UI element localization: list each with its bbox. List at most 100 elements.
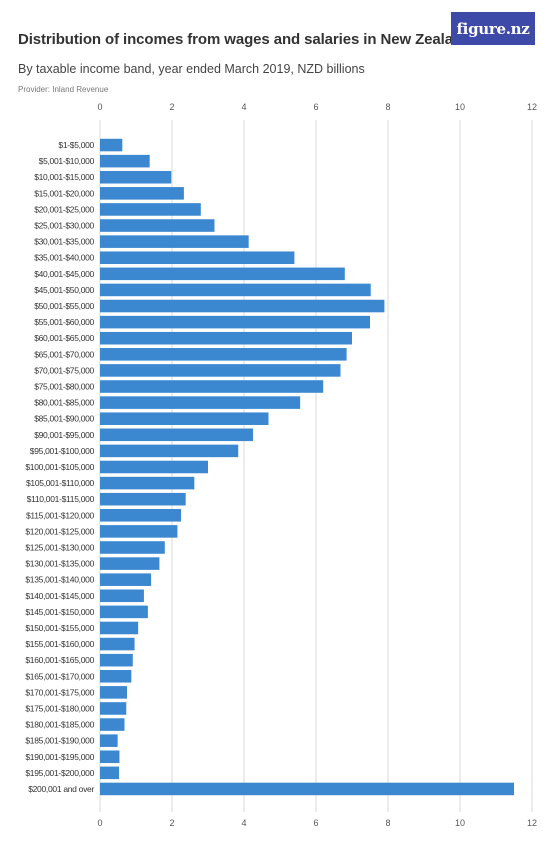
category-label: $105,001-$110,000 <box>26 478 95 488</box>
category-label: $170,001-$175,000 <box>25 687 94 697</box>
x-tick-label-bottom: 4 <box>241 818 246 828</box>
chart-subtitle: By taxable income band, year ended March… <box>18 62 365 76</box>
bar <box>100 348 347 361</box>
bar <box>100 509 181 522</box>
bar <box>100 428 253 442</box>
x-tick-label-bottom: 6 <box>313 818 318 828</box>
x-axis-bottom: 0 2 4 6 8 10 12 <box>97 818 537 828</box>
category-label: $50,001-$55,000 <box>34 301 94 311</box>
category-label: $60,001-$65,000 <box>34 333 94 343</box>
bar <box>100 331 352 345</box>
x-tick-label-top: 4 <box>241 102 246 112</box>
category-label: $155,001-$160,000 <box>25 639 94 649</box>
category-label: $5,001-$10,000 <box>39 156 95 166</box>
x-tick-label-bottom: 12 <box>527 818 537 828</box>
x-tick-label-top: 6 <box>313 102 318 112</box>
category-label: $35,001-$40,000 <box>34 253 94 263</box>
bar <box>100 669 132 683</box>
bar <box>100 702 127 715</box>
category-label: $1-$5,000 <box>58 140 94 150</box>
category-label: $55,001-$60,000 <box>34 317 94 327</box>
bar <box>100 444 239 458</box>
x-tick-label-bottom: 0 <box>97 818 102 828</box>
category-label: $80,001-$85,000 <box>34 398 94 408</box>
x-tick-label-top: 12 <box>527 102 537 112</box>
bar <box>100 315 370 329</box>
bar <box>100 283 371 297</box>
bar <box>100 187 184 200</box>
category-label: $25,001-$30,000 <box>34 221 94 231</box>
category-label: $85,001-$90,000 <box>34 414 94 424</box>
bar <box>100 154 150 168</box>
bar <box>100 396 301 409</box>
bar <box>100 138 123 152</box>
category-label: $190,001-$195,000 <box>25 752 94 762</box>
category-label: $195,001-$200,000 <box>25 768 94 778</box>
category-label: $135,001-$140,000 <box>25 575 94 585</box>
category-label: $145,001-$150,000 <box>25 607 94 617</box>
x-tick-label-top: 0 <box>97 102 102 112</box>
category-label: $10,001-$15,000 <box>34 172 94 182</box>
bar <box>100 364 341 377</box>
bar <box>100 476 195 490</box>
bar <box>100 460 208 474</box>
bar <box>100 686 127 699</box>
category-label: $200,001 and over <box>28 784 94 794</box>
category-label: $115,001-$120,000 <box>26 510 95 520</box>
bar <box>100 766 120 780</box>
bar <box>100 219 215 232</box>
category-label: $30,001-$35,000 <box>34 237 94 247</box>
category-label: $185,001-$190,000 <box>25 736 94 746</box>
bar <box>100 235 249 248</box>
category-label: $150,001-$155,000 <box>25 623 94 633</box>
x-tick-label-top: 10 <box>455 102 465 112</box>
bar <box>100 267 345 281</box>
category-label: $100,001-$105,000 <box>25 462 94 472</box>
bar <box>100 541 165 554</box>
x-tick-label-bottom: 8 <box>385 818 390 828</box>
category-label: $70,001-$75,000 <box>34 365 94 375</box>
category-label: $15,001-$20,000 <box>34 188 94 198</box>
bar <box>100 734 118 747</box>
category-label: $140,001-$145,000 <box>25 591 94 601</box>
bar <box>100 718 125 731</box>
category-label: $120,001-$125,000 <box>25 526 94 536</box>
bar <box>100 573 152 586</box>
bar <box>100 412 269 425</box>
category-label: $65,001-$70,000 <box>34 349 94 359</box>
bar <box>100 605 148 619</box>
category-label: $165,001-$170,000 <box>25 671 94 681</box>
category-label: $180,001-$185,000 <box>25 720 94 730</box>
bar <box>100 637 135 651</box>
category-label: $110,001-$115,000 <box>27 494 95 504</box>
x-tick-label-bottom: 2 <box>169 818 174 828</box>
x-tick-label-bottom: 10 <box>455 818 465 828</box>
provider-note: Provider: Inland Revenue <box>18 85 109 94</box>
bar <box>100 782 514 796</box>
bar <box>100 653 133 667</box>
category-label: $160,001-$165,000 <box>25 655 94 665</box>
bar <box>100 380 324 393</box>
category-label: $125,001-$130,000 <box>25 542 94 552</box>
bar <box>100 170 172 184</box>
category-label: $175,001-$180,000 <box>25 703 94 713</box>
bar <box>100 589 144 603</box>
category-label: $45,001-$50,000 <box>34 285 94 295</box>
bar <box>100 299 385 313</box>
x-axis-top: 0 2 4 6 8 10 12 <box>97 102 537 112</box>
bar <box>100 251 295 265</box>
bar <box>100 492 186 506</box>
category-label: $75,001-$80,000 <box>34 382 94 392</box>
figure-nz-logo[interactable]: figure.nz <box>451 12 535 45</box>
bars <box>100 138 514 796</box>
x-tick-label-top: 2 <box>169 102 174 112</box>
category-labels: $1-$5,000 $5,001-$10,000 $10,001-$15,000 $1… <box>25 140 95 794</box>
bar <box>100 557 160 570</box>
bar <box>100 621 139 635</box>
chart-title: Distribution of incomes from wages and s… <box>18 31 472 48</box>
category-label: $95,001-$100,000 <box>30 446 95 456</box>
category-label: $130,001-$135,000 <box>25 559 94 569</box>
bar <box>100 203 201 216</box>
bar <box>100 525 178 538</box>
